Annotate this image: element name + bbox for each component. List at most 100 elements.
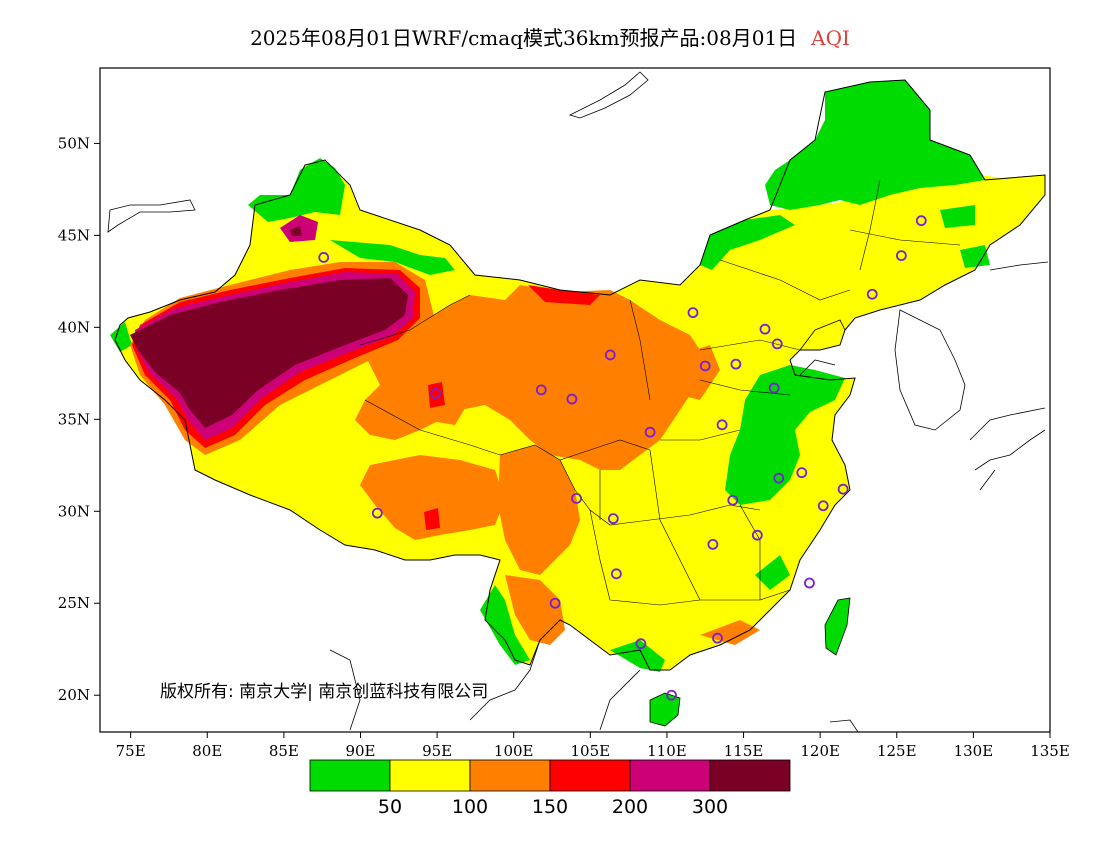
- china-border: [114, 79, 1046, 671]
- legend-swatch: [389, 759, 471, 792]
- latitude-axis: 50N 45N 40N 35N 30N 25N 20N: [58, 134, 100, 704]
- lat-tick-label: 25N: [58, 594, 90, 612]
- guangxi-green-edge: [610, 640, 665, 672]
- lat-tick-label: 35N: [58, 410, 90, 428]
- taklamakan-hazardous-region: [130, 278, 408, 428]
- taiwan-island: [824, 597, 851, 656]
- station-marker: [727, 494, 739, 506]
- title-text: 2025年08月01日WRF/cmaq模式36km预报产品:08月01日: [250, 26, 798, 50]
- central-orange-region: [355, 285, 700, 470]
- station-marker: [699, 360, 711, 372]
- legend-swatch: [709, 759, 791, 792]
- station-marker: [566, 393, 578, 405]
- station-marker: [635, 638, 647, 650]
- station-marker: [804, 577, 815, 589]
- legend-label: 150: [532, 796, 568, 818]
- southeast-asia-coast: [329, 639, 859, 732]
- station-marker: [895, 250, 907, 262]
- station-marker: [751, 529, 763, 541]
- yunnan-orange-region: [505, 575, 565, 645]
- lon-tick-label: 125E: [877, 742, 917, 760]
- station-marker: [817, 500, 829, 512]
- northeast-green-patch: [940, 205, 975, 228]
- longitude-axis: 75E 80E 85E 90E 95E 100E 105E 110E 115E 120E 125E 1…: [116, 732, 1070, 760]
- sichuan-orange-region: [498, 445, 580, 575]
- station-marker: [535, 384, 547, 396]
- station-marker: [773, 472, 785, 484]
- lon-tick-label: 110E: [647, 742, 687, 760]
- station-marker: [768, 382, 780, 394]
- lon-tick-label: 115E: [724, 742, 764, 760]
- legend-label: 50: [378, 796, 402, 818]
- station-marker: [549, 597, 561, 609]
- xinjiang-green-region: [248, 158, 345, 222]
- station-marker: [759, 323, 771, 335]
- fujian-green-patch: [755, 555, 790, 590]
- title-variable: AQI: [811, 26, 850, 50]
- station-marker: [687, 307, 699, 319]
- map-title: 2025年08月01日WRF/cmaq模式36km预报产品:08月01日 AQI: [0, 22, 1100, 51]
- lon-tick-label: 105E: [571, 742, 611, 760]
- red-patch-qinghai: [428, 382, 445, 408]
- hebei-orange-region: [680, 345, 720, 400]
- map-content: [107, 71, 1049, 732]
- legend-swatch: [549, 759, 631, 792]
- station-marker: [666, 689, 677, 701]
- station-marker: [571, 493, 582, 504]
- station-marker: [771, 338, 783, 350]
- lon-tick-label: 75E: [116, 742, 146, 760]
- station-marker: [607, 513, 619, 525]
- legend-swatch: [629, 759, 711, 792]
- station-marker: [712, 632, 723, 644]
- legend-label: 300: [692, 796, 728, 818]
- lat-tick-label: 50N: [58, 134, 90, 152]
- tibet-orange-region: [360, 455, 505, 540]
- east-china-green-region: [725, 365, 845, 505]
- legend-label: 100: [452, 796, 488, 818]
- junggar-hotspot-core: [290, 226, 302, 236]
- station-marker: [866, 288, 878, 300]
- guangdong-orange-patch: [700, 620, 760, 645]
- tian-shan-green: [330, 240, 455, 275]
- station-marker: [604, 349, 616, 361]
- bay-coastline: [799, 319, 846, 376]
- lon-tick-label: 80E: [192, 742, 222, 760]
- lat-tick-label: 40N: [58, 318, 90, 336]
- station-marker: [371, 507, 383, 519]
- legend-swatch: [469, 759, 551, 792]
- station-marker: [796, 467, 808, 479]
- station-marker: [430, 388, 441, 399]
- lon-tick-label: 95E: [422, 742, 452, 760]
- lon-tick-label: 130E: [954, 742, 994, 760]
- hainan-island: [649, 692, 681, 727]
- northeast-green-patch-2: [960, 245, 990, 268]
- lon-tick-label: 90E: [345, 742, 375, 760]
- lon-tick-label: 135E: [1030, 742, 1070, 760]
- map-frame: [99, 67, 1051, 733]
- lon-tick-label: 120E: [800, 742, 840, 760]
- province-borders: [359, 179, 961, 606]
- station-marker: [610, 568, 622, 580]
- coastline-korea-japan: [107, 71, 1049, 491]
- station-marker: [915, 215, 927, 227]
- tibet-west-green: [110, 322, 132, 352]
- station-marker: [318, 252, 330, 263]
- north-green-strip: [700, 215, 795, 270]
- station-marker: [730, 358, 742, 370]
- station-marker: [644, 426, 656, 438]
- station-marker: [837, 483, 849, 495]
- lat-tick-label: 30N: [58, 502, 90, 520]
- lon-tick-label: 100E: [494, 742, 534, 760]
- copyright-text: 版权所有: 南京大学| 南京创蓝科技有限公司: [160, 682, 488, 702]
- station-marker: [716, 419, 728, 431]
- aqi-legend: 50 100 150 200 300: [309, 759, 791, 818]
- yunnan-green-edge: [480, 585, 530, 665]
- station-marker: [707, 538, 719, 550]
- legend-swatch: [309, 759, 391, 792]
- station-markers: [318, 215, 927, 701]
- lon-tick-label: 85E: [269, 742, 299, 760]
- legend-label: 200: [612, 796, 648, 818]
- lat-tick-label: 20N: [58, 686, 90, 704]
- red-patch-tibet: [424, 508, 440, 530]
